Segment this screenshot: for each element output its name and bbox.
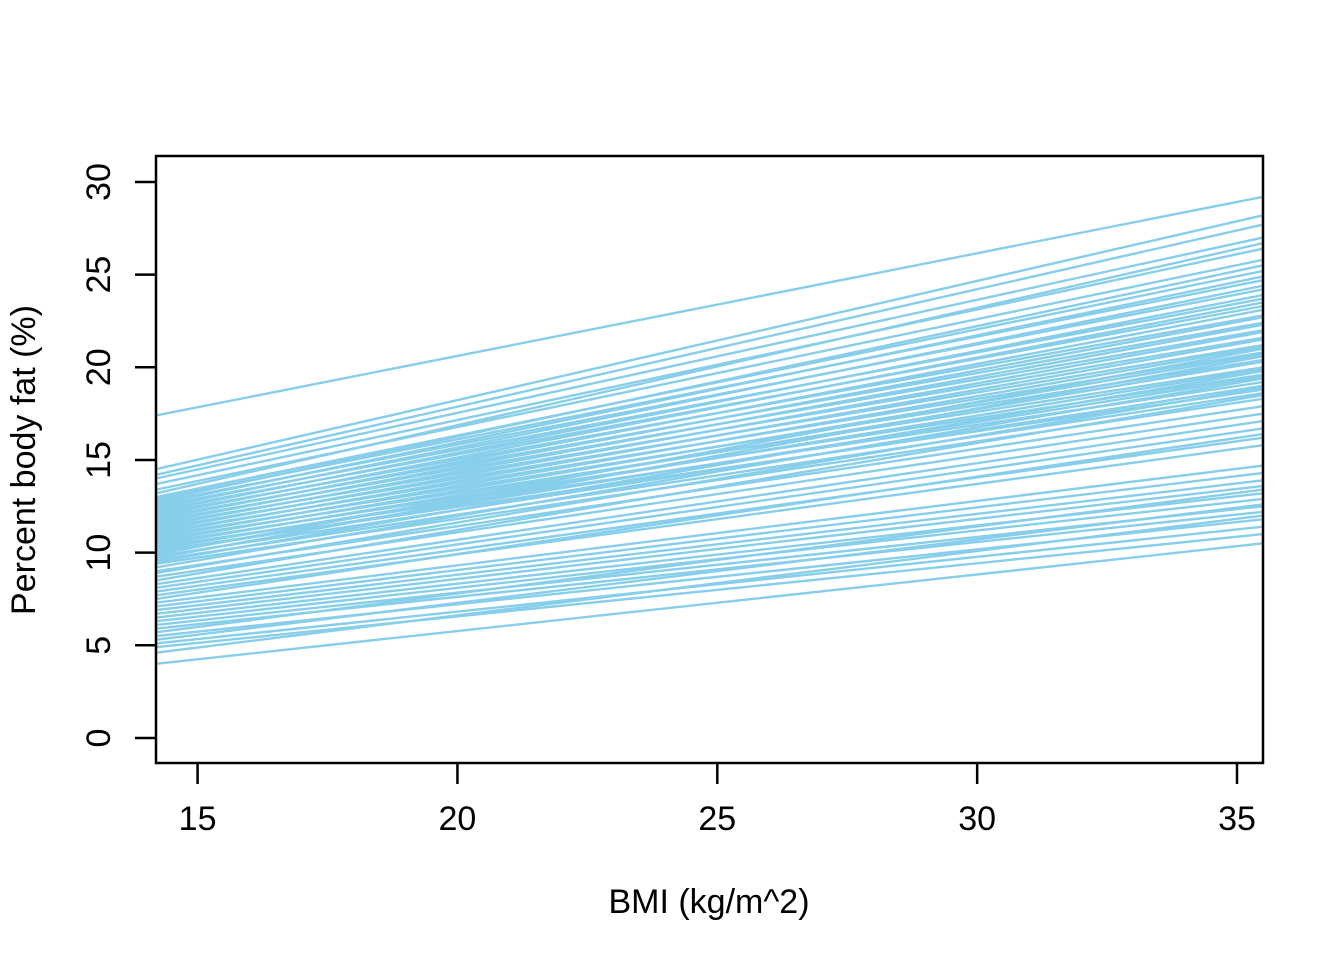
- fitted-line: [155, 330, 1264, 532]
- fitted-line: [155, 479, 1264, 612]
- fitted-line: [155, 419, 1264, 586]
- fitted-line: [155, 275, 1264, 506]
- fitted-line: [155, 247, 1264, 486]
- fitted-line: [155, 360, 1264, 547]
- fitted-line: [155, 354, 1264, 560]
- y-axis-ticks: 0 5 10 15 20 25 30: [80, 163, 156, 747]
- fitted-line: [155, 195, 1264, 417]
- y-axis-label: Percent body fat (%): [5, 305, 43, 615]
- fitted-line: [155, 367, 1264, 551]
- fitted-line: [155, 471, 1264, 608]
- fitted-line: [155, 223, 1264, 476]
- fitted-line: [155, 484, 1264, 615]
- y-tick-label: 10: [80, 534, 118, 572]
- fitted-line: [155, 427, 1264, 590]
- fitted-line: [155, 293, 1264, 514]
- fitted-line: [155, 236, 1264, 480]
- y-tick-label: 30: [80, 163, 118, 201]
- fitted-line: [155, 323, 1264, 528]
- x-tick-label: 15: [179, 800, 217, 838]
- y-tick-label: 15: [80, 441, 118, 479]
- fitted-line: [155, 264, 1264, 502]
- fitted-line: [155, 338, 1264, 536]
- fitted-line: [155, 464, 1264, 604]
- x-axis-label: BMI (kg/m^2): [608, 883, 809, 921]
- y-tick-label: 0: [80, 729, 118, 748]
- fitted-line: [155, 375, 1264, 554]
- fitted-line: [155, 503, 1264, 641]
- fitted-line: [155, 353, 1264, 543]
- y-tick-label: 5: [80, 636, 118, 655]
- fitted-line: [155, 386, 1264, 575]
- x-tick-label: 30: [958, 800, 996, 838]
- fitted-line: [155, 377, 1264, 569]
- fitted-line: [155, 316, 1264, 525]
- fitted-line: [155, 301, 1264, 517]
- x-axis-ticks: 15 20 25 30 35: [179, 763, 1256, 838]
- fitted-line: [155, 284, 1264, 510]
- fitted-line: [155, 214, 1264, 471]
- regression-lines: [155, 195, 1264, 666]
- fitted-line: [155, 241, 1264, 495]
- fitted-line: [155, 308, 1264, 521]
- fitted-line: [155, 392, 1264, 562]
- fitted-line: [155, 347, 1264, 556]
- x-tick-label: 25: [698, 800, 736, 838]
- fitted-line: [155, 443, 1264, 597]
- fitted-line: [155, 393, 1264, 582]
- fitted-line: [155, 514, 1264, 654]
- fitted-line: [155, 345, 1264, 539]
- fitted-line: [155, 369, 1264, 564]
- fitted-line: [155, 384, 1264, 558]
- y-tick-label: 25: [80, 256, 118, 294]
- fitted-line: [155, 488, 1264, 634]
- fitted-line: [155, 542, 1264, 666]
- fitted-line: [155, 436, 1264, 593]
- fitted-line: [155, 532, 1264, 649]
- x-tick-label: 35: [1218, 800, 1256, 838]
- x-tick-label: 20: [439, 800, 477, 838]
- fitted-line: [155, 432, 1264, 601]
- y-tick-label: 20: [80, 348, 118, 386]
